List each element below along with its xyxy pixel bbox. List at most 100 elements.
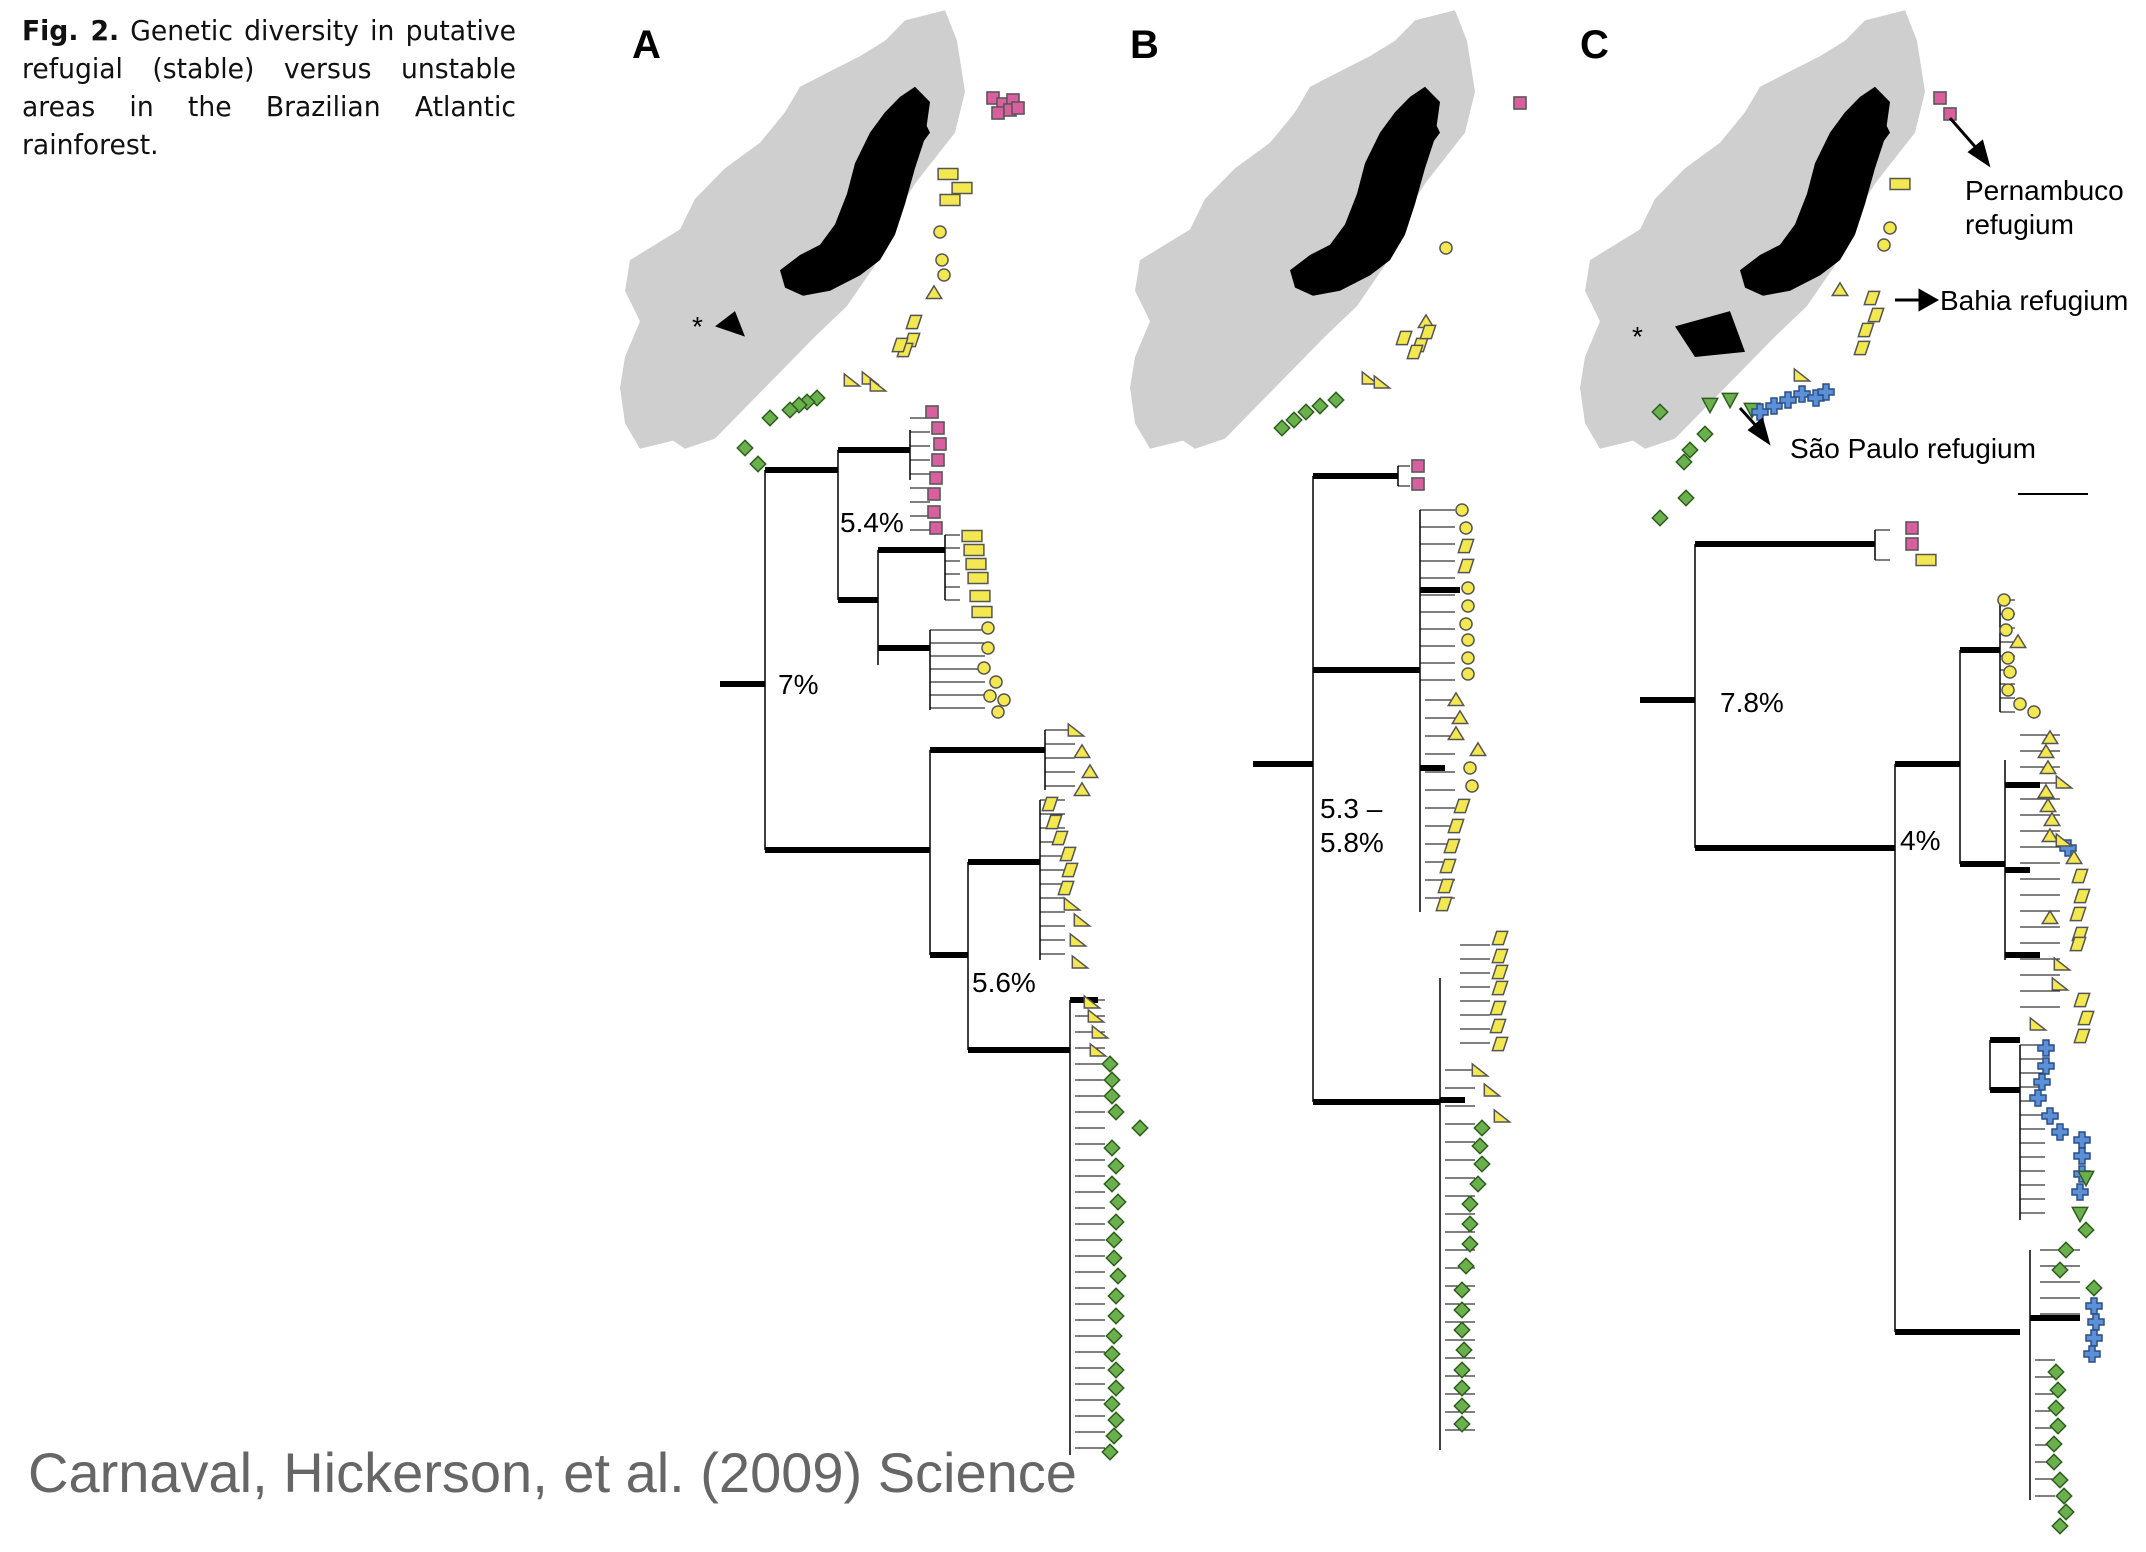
yellow-triangle-symbol: [1446, 725, 1466, 741]
blue-cross-symbol: [2087, 1313, 2105, 1331]
blue-cross-symbol: [2085, 1329, 2103, 1347]
yellow-triangle-symbol: [1450, 709, 1470, 725]
blue-cross-symbol: [2037, 1039, 2055, 1057]
green-diamond-symbol: [1285, 411, 1303, 429]
yellow-parallelogram-symbol: [2071, 868, 2089, 884]
green-diamond-symbol: [1107, 1103, 1125, 1121]
panel-b-divergence-2: 5.8%: [1320, 827, 1384, 858]
yellow-rectangle-symbol: [971, 605, 993, 619]
yellow-parallelogram-symbol: [1491, 964, 1509, 980]
bahia-label: Bahia refugium: [1940, 285, 2128, 316]
yellow-parallelogram-symbol: [1857, 322, 1875, 338]
yellow-flag-symbol: [2055, 832, 2074, 847]
green-diamond-symbol: [1273, 419, 1291, 437]
yellow-parallelogram-symbol: [1491, 1036, 1509, 1052]
yellow-flag-symbol: [1089, 1042, 1108, 1057]
sao-paulo-arrow: [1738, 406, 1771, 446]
yellow-flag-symbol: [2053, 956, 2072, 971]
caption-figure-label: Fig. 2.: [22, 14, 120, 47]
yellow-circle-symbol: [1465, 779, 1479, 793]
green-diamond-symbol: [1453, 1361, 1471, 1379]
yellow-parallelogram-symbol: [1439, 858, 1457, 874]
yellow-circle-symbol: [981, 621, 995, 635]
pink-square-symbol: [933, 437, 947, 451]
pink-square-symbol: [929, 471, 943, 485]
green-diamond-symbol: [2049, 1417, 2067, 1435]
green-diamond-symbol: [1103, 1175, 1121, 1193]
pink-square-symbol: [927, 487, 941, 501]
yellow-triangle-symbol: [2040, 729, 2060, 745]
yellow-flag-symbol: [1071, 954, 1090, 969]
yellow-circle-symbol: [1439, 241, 1453, 255]
green-diamond-symbol: [1107, 1307, 1125, 1325]
sao-paulo-label: São Paulo refugium: [1790, 433, 2036, 464]
green-diamond-symbol: [2045, 1435, 2063, 1453]
yellow-rectangle-symbol: [961, 529, 983, 543]
yellow-circle-symbol: [2001, 607, 2015, 621]
green-diamond-symbol: [1651, 509, 1669, 527]
yellow-parallelogram-symbol: [1057, 880, 1075, 896]
pink-square-symbol: [1905, 537, 1919, 551]
yellow-parallelogram-symbol: [1406, 344, 1424, 360]
panel-a: * 5.4% 7% 5.6%: [620, 10, 1149, 1461]
yellow-triangle-symbol: [1446, 691, 1466, 707]
yellow-circle-symbol: [1459, 521, 1473, 535]
green-diamond-symbol: [1461, 1235, 1479, 1253]
yellow-parallelogram-symbol: [1453, 798, 1471, 814]
yellow-flag-symbol: [2029, 1016, 2048, 1031]
panel-b-letter: B: [1130, 23, 1159, 67]
green-diamond-symbol: [2047, 1363, 2065, 1381]
green-diamond-symbol: [2057, 1241, 2075, 1259]
green-diamond-symbol: [1453, 1281, 1471, 1299]
yellow-parallelogram-symbol: [1491, 980, 1509, 996]
panel-c-divergence-2: 4%: [1900, 825, 1940, 856]
yellow-parallelogram-symbol: [1863, 290, 1881, 306]
yellow-parallelogram-symbol: [1051, 830, 1069, 846]
green-diamond-symbol: [1103, 1071, 1121, 1089]
blue-cross-symbol: [1779, 391, 1797, 409]
green-diamond-symbol: [2045, 1453, 2063, 1471]
yellow-flag-symbol: [1373, 374, 1392, 389]
yellow-circle-symbol: [1455, 503, 1469, 517]
panel-b: 5.3 – 5.8%: [1130, 10, 1527, 1450]
green-diamond-symbol: [1109, 1267, 1127, 1285]
blue-cross-symbol: [2029, 1089, 2047, 1107]
panel-a-divergence-2: 7%: [778, 669, 818, 700]
yellow-circle-symbol: [2003, 665, 2017, 679]
yellow-rectangle-symbol: [1889, 177, 1911, 191]
green-inverted-triangle-symbol: [2077, 1170, 2095, 1188]
yellow-flag-symbol: [1793, 367, 1812, 382]
panel-a-letter: A: [632, 23, 661, 67]
yellow-parallelogram-symbol: [2073, 888, 2091, 904]
yellow-flag-symbol: [1087, 1008, 1106, 1023]
yellow-parallelogram-symbol: [891, 337, 909, 353]
green-diamond-symbol: [1103, 1345, 1121, 1363]
yellow-flag-symbol: [1073, 912, 1092, 927]
yellow-parallelogram-symbol: [1395, 330, 1413, 346]
yellow-circle-symbol: [991, 705, 1005, 719]
yellow-parallelogram-symbol: [2077, 1010, 2095, 1026]
green-diamond-symbol: [1311, 397, 1329, 415]
yellow-flag-symbol: [1067, 722, 1086, 737]
yellow-rectangle-symbol: [967, 571, 989, 585]
pink-square-symbol: [931, 453, 945, 467]
green-diamond-symbol: [1105, 1427, 1123, 1445]
yellow-circle-symbol: [983, 689, 997, 703]
panel-c-asterisk: *: [1632, 321, 1643, 352]
yellow-parallelogram-symbol: [1447, 818, 1465, 834]
yellow-rectangle-symbol: [969, 589, 991, 603]
yellow-rectangle-symbol: [951, 181, 973, 195]
yellow-flag-symbol: [1483, 1082, 1502, 1097]
yellow-parallelogram-symbol: [1435, 896, 1453, 912]
green-diamond-symbol: [1297, 403, 1315, 421]
green-diamond-symbol: [1103, 1087, 1121, 1105]
pink-square-symbol: [925, 405, 939, 419]
blue-cross-symbol: [2033, 1073, 2051, 1091]
blue-cross-symbol: [2083, 1345, 2101, 1363]
panel-a-asterisk: *: [692, 311, 703, 342]
green-diamond-symbol: [1131, 1119, 1149, 1137]
yellow-circle-symbol: [997, 693, 1011, 707]
panel-a-map: [620, 10, 965, 449]
pink-square-symbol: [1411, 459, 1425, 473]
pink-square-symbol: [1011, 101, 1025, 115]
